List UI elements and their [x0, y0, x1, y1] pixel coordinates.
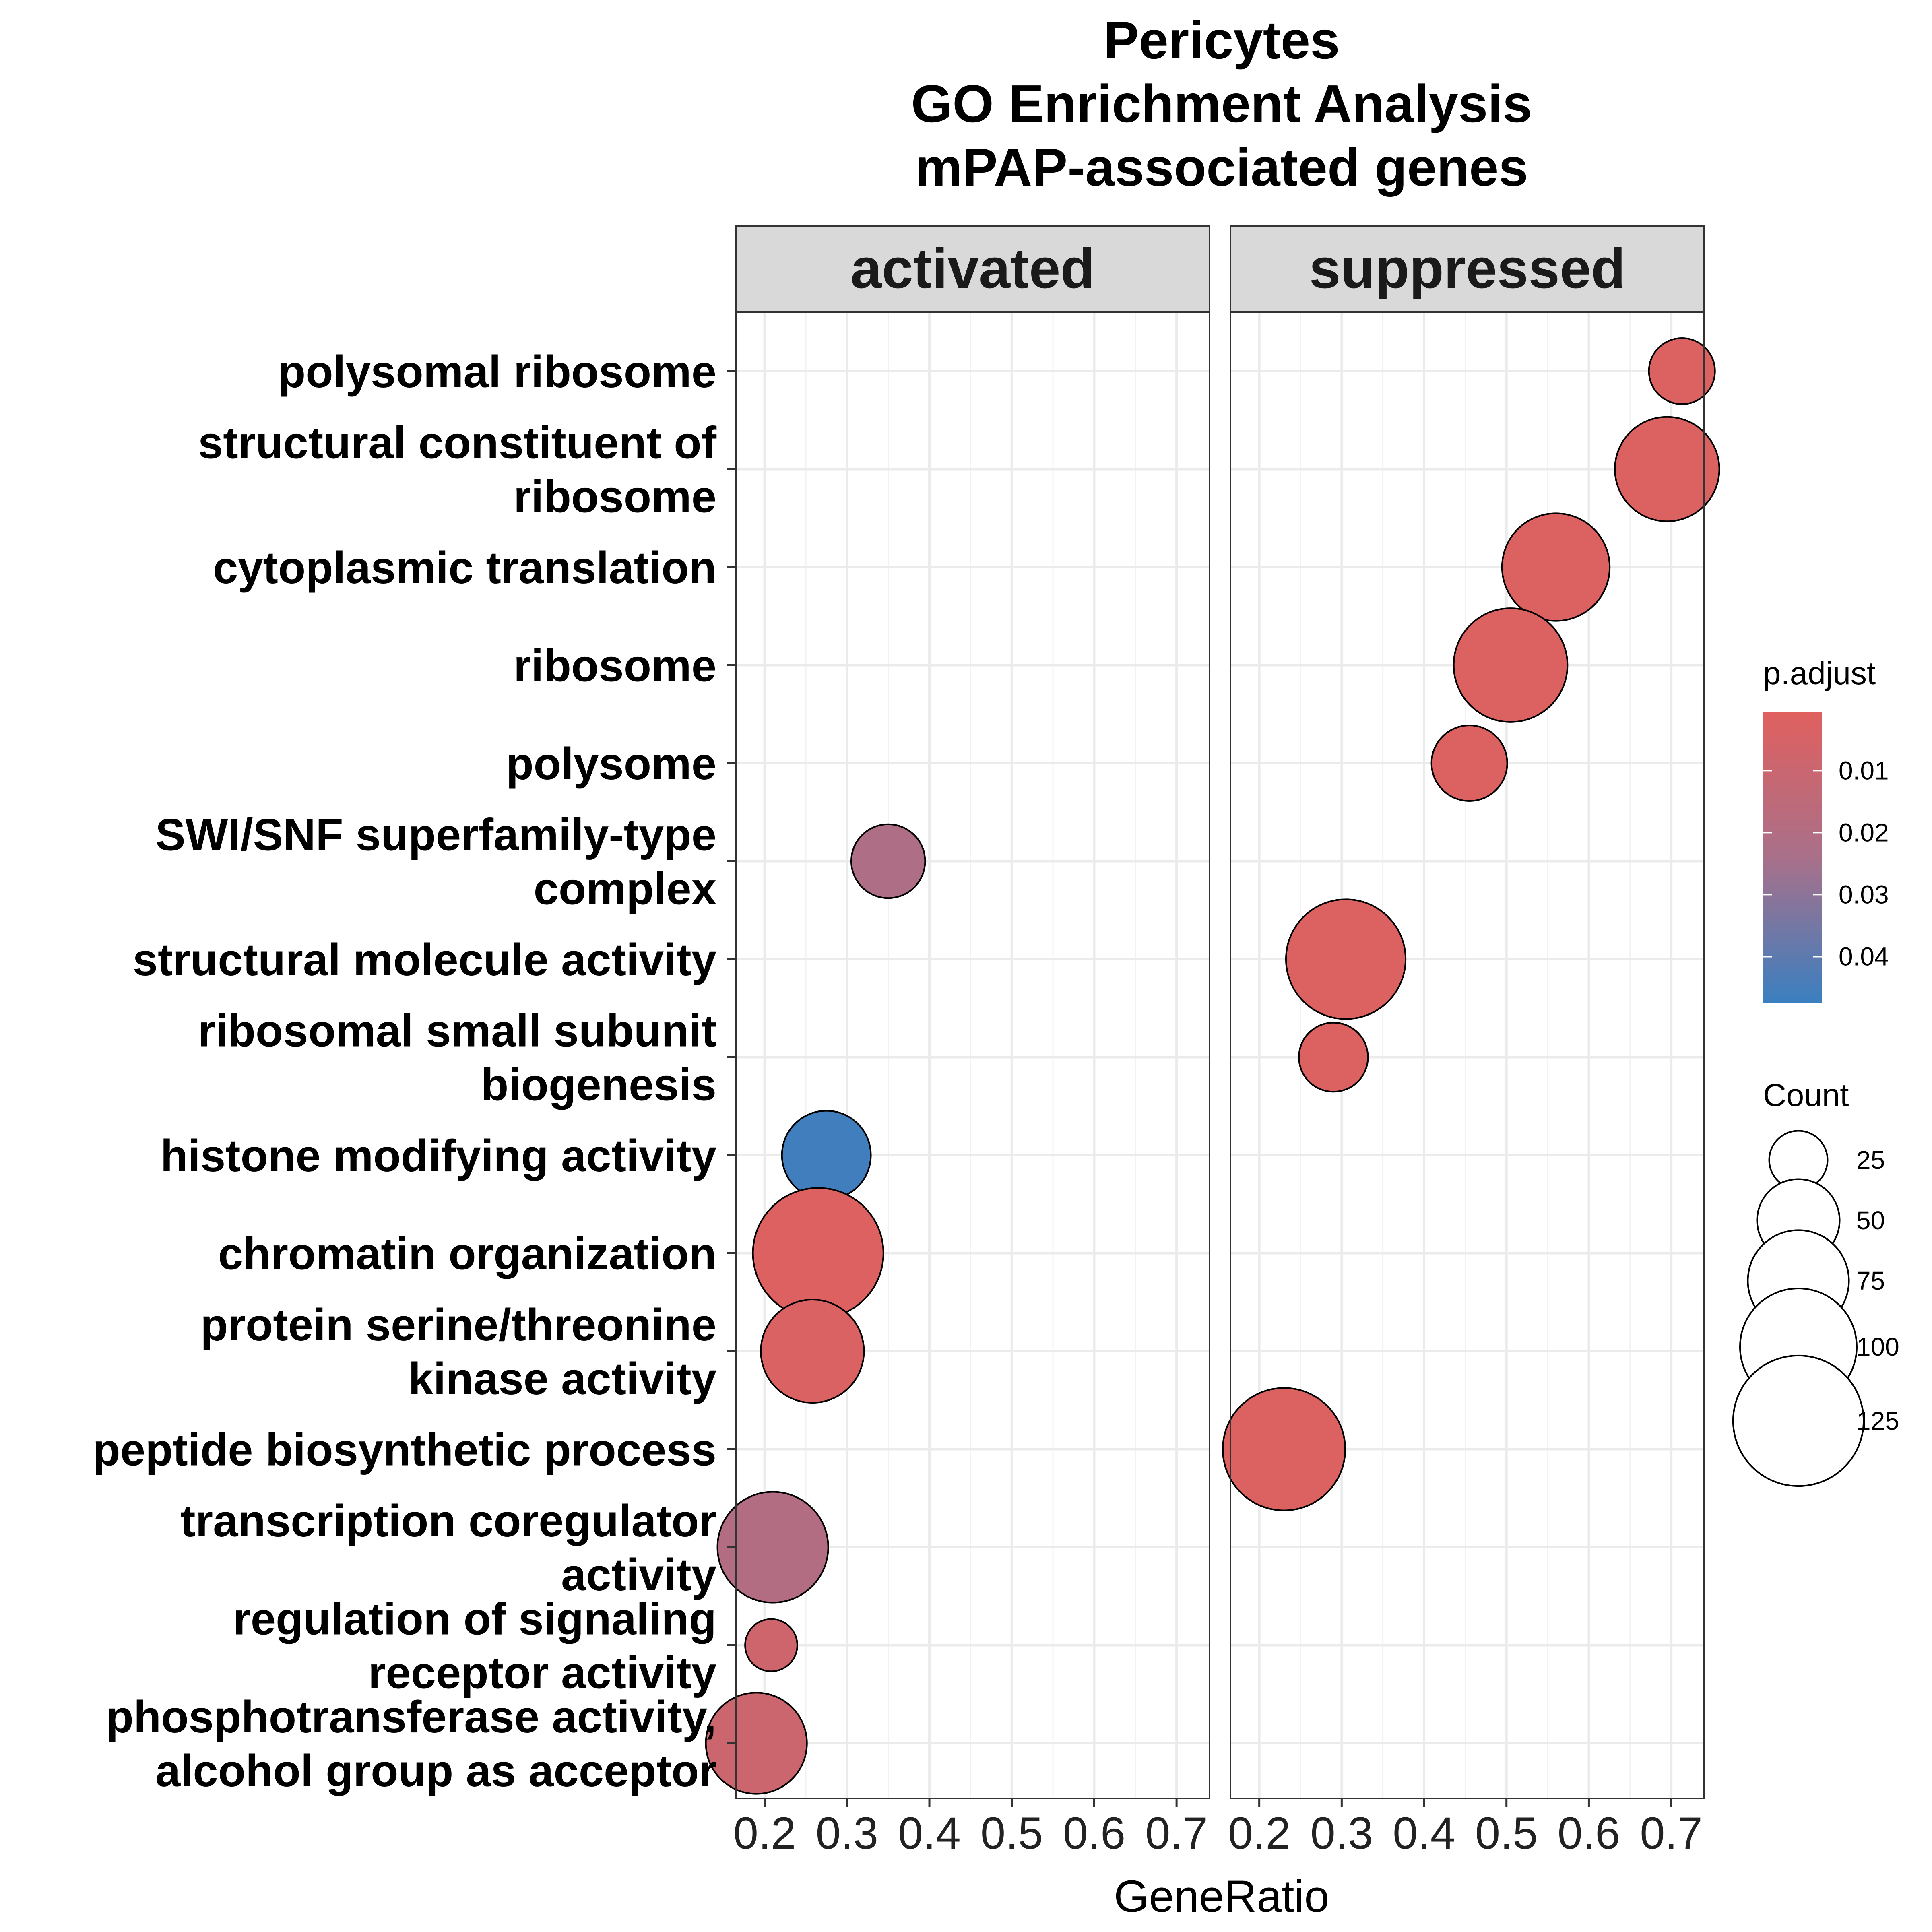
- panel-border-activated: [735, 311, 1210, 1799]
- panel-border-suppressed: [1230, 311, 1705, 1799]
- chart-title-line-2: GO Enrichment Analysis: [911, 74, 1532, 133]
- chart-title-line-1: Pericytes: [1103, 10, 1340, 70]
- point: [705, 1692, 808, 1795]
- y-tick-label: protein serine/threonine: [200, 1300, 716, 1350]
- size-key-label: 50: [1856, 1206, 1885, 1235]
- y-tick-label: structural constituent of: [198, 418, 717, 468]
- strip-activated: [735, 225, 1210, 313]
- y-tick-label: ribosome: [514, 472, 716, 522]
- x-tick-label: 0.7: [1640, 1808, 1703, 1858]
- x-tick-label: 0.4: [898, 1808, 961, 1858]
- color-bar-label: 0.01: [1839, 756, 1889, 785]
- point: [850, 823, 926, 899]
- y-tick-label: histone modifying activity: [160, 1131, 716, 1181]
- y-tick-label: polysomal ribosome: [278, 347, 716, 397]
- color-bar: [1763, 712, 1822, 1003]
- point: [760, 1298, 865, 1404]
- y-tick-label: cytoplasmic translation: [213, 543, 716, 593]
- y-tick-label: receptor activity: [368, 1648, 716, 1698]
- strip-label-suppressed: suppressed: [1309, 237, 1626, 300]
- x-tick-label: 0.2: [733, 1808, 796, 1858]
- strip-suppressed: [1230, 225, 1705, 313]
- color-bar-label: 0.02: [1839, 818, 1889, 847]
- y-tick-label: ribosome: [514, 641, 716, 691]
- y-tick-label: chromatin organization: [218, 1229, 716, 1279]
- y-tick-label: complex: [534, 864, 716, 914]
- panel-suppressed: suppressed 0.2 0.3 0.4 0.5 0.6 0.7: [1222, 225, 1720, 1858]
- count-legend-title: Count: [1763, 1077, 1849, 1113]
- x-tick-label: 0.3: [1310, 1808, 1373, 1858]
- y-tick-label: SWI/SNF superfamily-type: [155, 810, 716, 860]
- y-tick-label: phosphotransferase activity,: [106, 1692, 716, 1742]
- size-key-label: 25: [1856, 1146, 1885, 1174]
- x-tick-label: 0.6: [1558, 1808, 1620, 1858]
- point: [1648, 337, 1716, 405]
- p-adjust-legend-title: p.adjust: [1763, 655, 1876, 691]
- chart-title: Pericytes GO Enrichment Analysis mPAP-as…: [911, 10, 1532, 197]
- point: [1222, 1387, 1346, 1511]
- x-tick-label: 0.5: [1475, 1808, 1538, 1858]
- point: [1298, 1022, 1369, 1093]
- facet-panels: activated 0.2 0.3 0.4 0.5 0.6 0.7 suppressed 0.2…: [705, 225, 1720, 1858]
- y-axis-labels: polysomal ribosome structural constituent…: [93, 347, 736, 1796]
- point: [1430, 724, 1508, 802]
- size-key-label: 100: [1856, 1332, 1899, 1361]
- size-key-label: 75: [1856, 1266, 1885, 1295]
- x-tick-label: 0.5: [980, 1808, 1043, 1858]
- point: [1614, 416, 1720, 522]
- x-tick-label: 0.6: [1063, 1808, 1126, 1858]
- strip-label-activated: activated: [850, 237, 1095, 300]
- x-tick-label: 0.7: [1145, 1808, 1208, 1858]
- point: [1501, 512, 1611, 622]
- chart-title-line-3: mPAP-associated genes: [915, 138, 1528, 197]
- y-tick-label: ribosomal small subunit: [198, 1006, 716, 1056]
- panel-activated: activated 0.2 0.3 0.4 0.5 0.6 0.7: [705, 225, 1210, 1858]
- y-tick-label: structural molecule activity: [133, 935, 716, 985]
- y-tick-label: biogenesis: [481, 1060, 716, 1110]
- x-axis-title: GeneRatio: [1114, 1871, 1329, 1922]
- point: [752, 1187, 884, 1319]
- point: [1453, 607, 1569, 723]
- size-key-label: 125: [1856, 1406, 1899, 1435]
- y-tick-label: regulation of signaling: [233, 1594, 716, 1644]
- size-key-circle: [1732, 1354, 1865, 1487]
- color-bar-label: 0.04: [1839, 942, 1889, 971]
- y-tick-label: transcription coregulator: [180, 1496, 716, 1546]
- x-tick-label: 0.4: [1393, 1808, 1455, 1858]
- count-legend: Count 25 50 75 100 125: [1732, 1077, 1899, 1487]
- y-tick-label: kinase activity: [408, 1354, 716, 1404]
- y-tick-label: activity: [561, 1550, 716, 1600]
- point: [716, 1491, 829, 1604]
- y-tick-label: peptide biosynthetic process: [93, 1425, 716, 1475]
- x-tick-label: 0.2: [1228, 1808, 1291, 1858]
- point: [1285, 898, 1407, 1020]
- color-bar-label: 0.03: [1839, 880, 1889, 909]
- y-tick-label: alcohol group as acceptor: [155, 1746, 716, 1796]
- point: [744, 1618, 798, 1672]
- p-adjust-legend: p.adjust 0.01 0.02 0.03 0.04: [1763, 655, 1889, 1003]
- x-tick-label: 0.3: [815, 1808, 878, 1858]
- y-tick-label: polysome: [506, 739, 716, 789]
- point: [781, 1110, 872, 1201]
